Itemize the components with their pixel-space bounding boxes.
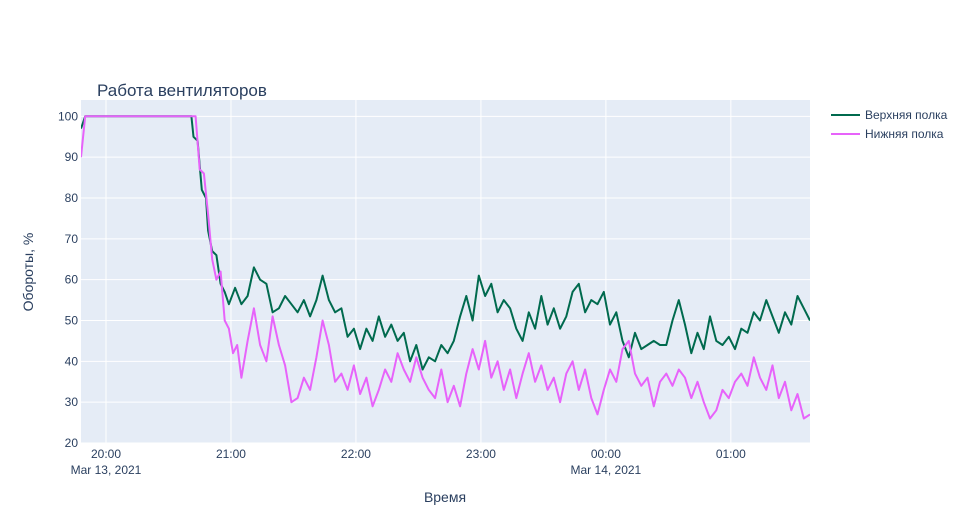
y-axis-ticks: 20 30 40 50 60 70 80 90 100 — [58, 109, 78, 450]
y-tick-label: 40 — [65, 354, 79, 368]
y-tick-label: 90 — [65, 150, 79, 164]
y-tick-label: 60 — [65, 273, 79, 287]
x-tick-date-label: Mar 13, 2021 — [71, 463, 142, 477]
legend-label-lower-shelf: Нижняя полка — [865, 127, 944, 141]
y-tick-label: 100 — [58, 109, 78, 123]
x-tick-date-label: Mar 14, 2021 — [571, 463, 642, 477]
x-tick-label: 00:00 — [591, 447, 621, 461]
x-tick-label: 22:00 — [341, 447, 371, 461]
series-line-upper-shelf[interactable] — [81, 115, 810, 371]
chart-title: Работа вентиляторов — [97, 81, 267, 100]
x-tick-label: 21:00 — [216, 447, 246, 461]
grid-lines — [81, 100, 810, 444]
y-tick-label: 30 — [65, 395, 79, 409]
series-line-lower-shelf[interactable] — [81, 115, 810, 420]
x-axis-title: Время — [424, 489, 466, 505]
legend-item-upper-shelf[interactable]: Верхняя полка — [831, 108, 948, 122]
x-axis-ticks: 20:00 Mar 13, 2021 21:00 22:00 23:00 00:00 Mar… — [71, 447, 747, 477]
y-tick-label: 20 — [65, 436, 79, 450]
legend-item-lower-shelf[interactable]: Нижняя полка — [831, 127, 944, 141]
legend-label-upper-shelf: Верхняя полка — [865, 108, 948, 122]
series-lines — [81, 115, 810, 420]
y-tick-label: 50 — [65, 314, 79, 328]
x-tick-label: 01:00 — [716, 447, 746, 461]
legend[interactable]: Верхняя полка Нижняя полка — [831, 108, 948, 141]
y-tick-label: 70 — [65, 232, 79, 246]
x-tick-label: 20:00 — [91, 447, 121, 461]
y-axis-title: Обороты, % — [20, 233, 36, 312]
x-tick-label: 23:00 — [466, 447, 496, 461]
y-tick-label: 80 — [65, 191, 79, 205]
